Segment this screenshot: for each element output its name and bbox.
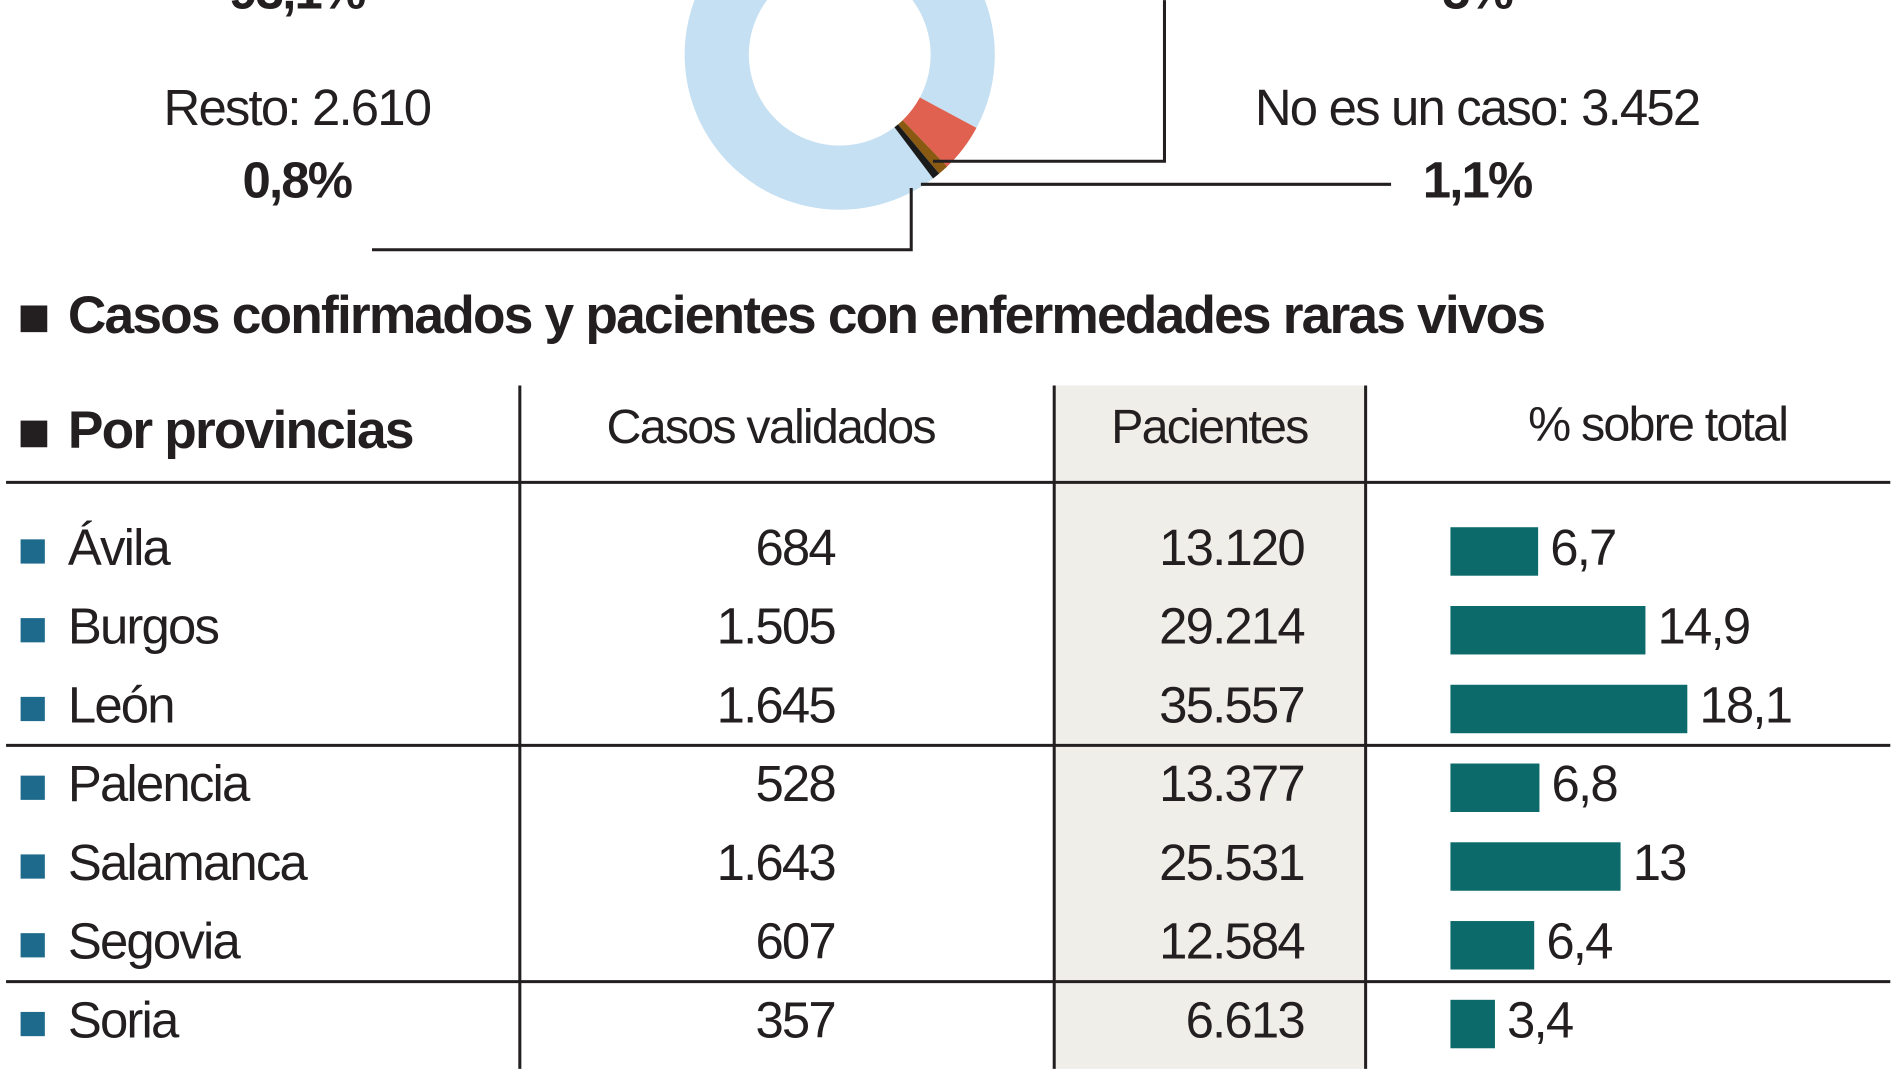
bullet [20,1011,45,1037]
casos: 1.505 [717,598,836,655]
pct-label: 5% [1442,0,1512,20]
bar [1450,527,1539,576]
header: Por provincias [68,401,413,460]
segment-label: No es un caso: 3.452 [1255,79,1699,136]
header: % sobre total [1528,398,1787,452]
pct-label: 93,1% [229,0,365,20]
province: Burgos [68,598,219,655]
pct-label: 1,1% [1423,152,1532,209]
province: Ávila [68,519,172,576]
donut-segment [902,97,977,167]
bullet [20,420,48,448]
casos: 528 [755,755,835,812]
pacientes: 12.584 [1159,913,1304,970]
bar-label: 14,9 [1658,598,1750,655]
leader-line [933,0,1166,163]
bar-label: 6,8 [1552,755,1618,812]
pacientes: 13.377 [1159,755,1304,812]
rows: Ávila 684 13.120 6,7 Burgos 1.505 29.214 14,9 Le… [20,519,1793,1049]
leader-line [372,187,913,252]
pacientes: 29.214 [1159,598,1304,655]
bar-label: 18,1 [1699,676,1791,733]
bar [1450,605,1646,655]
province: Salamanca [68,834,309,891]
bullet [20,854,45,879]
donut-segment [894,124,940,179]
pacientes: 35.557 [1159,676,1304,733]
donut-segment [684,0,995,210]
segment-label: Resto: 2.610 [164,79,431,136]
bar-label: 3,4 [1507,991,1573,1048]
casos: 607 [755,913,834,970]
donut [684,0,995,210]
bar [1450,684,1688,734]
bullet [20,618,45,643]
province: Palencia [68,755,251,812]
casos: 684 [755,519,835,576]
bar-label: 6,4 [1546,913,1612,970]
pacientes: 25.531 [1159,834,1304,891]
header: Casos validados [607,400,936,454]
bullet [20,696,45,722]
header: Pacientes [1111,400,1308,454]
bullet [20,933,45,958]
province: Soria [68,991,180,1048]
province: Segovia [68,913,242,970]
bar [1450,763,1540,812]
pacientes: 6.613 [1186,991,1305,1048]
bar [1450,999,1495,1049]
bar [1450,842,1621,891]
pct-label: 0,8% [243,152,352,209]
bullet [20,775,45,800]
bar [1450,921,1535,970]
column-shade [1054,385,1366,1069]
casos: 1.643 [717,834,836,891]
bullet [20,305,48,333]
pacientes: 13.120 [1159,519,1304,576]
table-title: Casos confirmados y pacientes con enferm… [68,286,1545,345]
casos: 357 [755,991,834,1048]
casos: 1.645 [717,676,836,733]
bar-label: 13 [1633,834,1686,891]
bullet [20,539,45,564]
province: León [68,676,174,733]
bar-label: 6,7 [1550,519,1615,576]
